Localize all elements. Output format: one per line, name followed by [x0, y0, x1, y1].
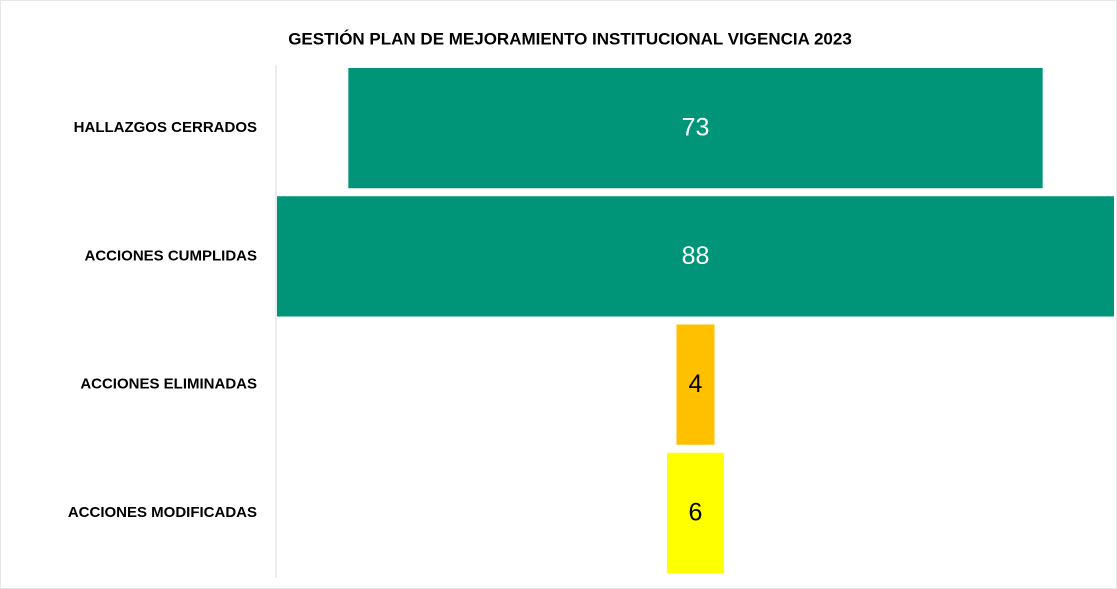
data-label: 4 [689, 370, 703, 398]
data-label: 88 [682, 242, 710, 270]
data-label: 73 [682, 114, 710, 142]
chart-title: GESTIÓN PLAN DE MEJORAMIENTO INSTITUCION… [288, 29, 852, 48]
category-label: HALLAZGOS CERRADOS [74, 119, 257, 136]
data-label: 6 [689, 498, 703, 526]
category-label: ACCIONES CUMPLIDAS [84, 247, 257, 264]
funnel-bar [676, 324, 715, 445]
funnel-bar [277, 196, 1114, 317]
funnel-bar [348, 68, 1043, 189]
category-label: ACCIONES MODIFICADAS [68, 504, 257, 521]
category-label: ACCIONES ELIMINADAS [80, 376, 257, 393]
funnel-bar [666, 452, 725, 573]
